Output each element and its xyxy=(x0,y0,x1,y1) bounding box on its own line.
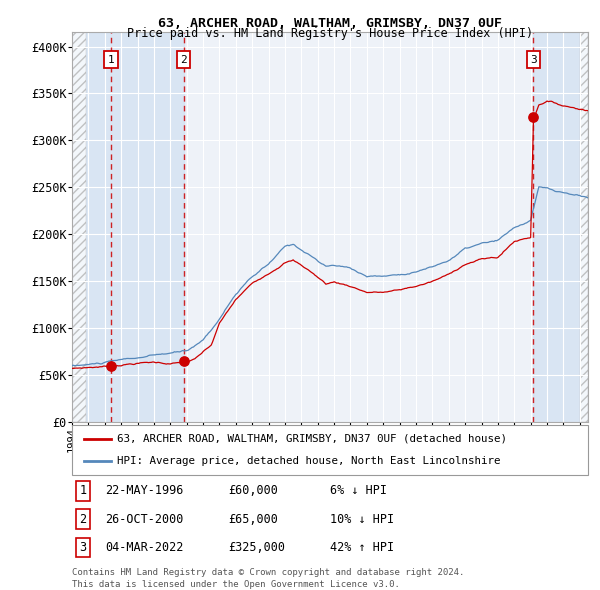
Text: 63, ARCHER ROAD, WALTHAM, GRIMSBY, DN37 0UF (detached house): 63, ARCHER ROAD, WALTHAM, GRIMSBY, DN37 … xyxy=(117,434,507,444)
Point xyxy=(106,361,116,371)
Text: £325,000: £325,000 xyxy=(228,541,285,554)
Text: 2: 2 xyxy=(79,513,86,526)
Text: 63, ARCHER ROAD, WALTHAM, GRIMSBY, DN37 0UF: 63, ARCHER ROAD, WALTHAM, GRIMSBY, DN37 … xyxy=(158,17,502,30)
Text: 26-OCT-2000: 26-OCT-2000 xyxy=(105,513,184,526)
Text: 1: 1 xyxy=(107,55,115,65)
Text: £60,000: £60,000 xyxy=(228,484,278,497)
Text: 1: 1 xyxy=(79,484,86,497)
Text: 42% ↑ HPI: 42% ↑ HPI xyxy=(330,541,394,554)
Bar xyxy=(580,32,588,422)
Text: 2: 2 xyxy=(181,55,187,65)
Point xyxy=(529,112,538,122)
Text: 6% ↓ HPI: 6% ↓ HPI xyxy=(330,484,387,497)
Bar xyxy=(533,32,588,422)
Bar xyxy=(72,32,184,422)
Text: 3: 3 xyxy=(79,541,86,554)
Text: This data is licensed under the Open Government Licence v3.0.: This data is licensed under the Open Gov… xyxy=(72,579,400,589)
Text: 04-MAR-2022: 04-MAR-2022 xyxy=(105,541,184,554)
Point xyxy=(179,356,188,366)
Text: Contains HM Land Registry data © Crown copyright and database right 2024.: Contains HM Land Registry data © Crown c… xyxy=(72,568,464,577)
Text: 3: 3 xyxy=(530,55,537,65)
Text: 10% ↓ HPI: 10% ↓ HPI xyxy=(330,513,394,526)
Text: 22-MAY-1996: 22-MAY-1996 xyxy=(105,484,184,497)
Text: HPI: Average price, detached house, North East Lincolnshire: HPI: Average price, detached house, Nort… xyxy=(117,456,500,466)
Text: £65,000: £65,000 xyxy=(228,513,278,526)
Text: Price paid vs. HM Land Registry's House Price Index (HPI): Price paid vs. HM Land Registry's House … xyxy=(127,27,533,40)
Bar xyxy=(72,32,86,422)
